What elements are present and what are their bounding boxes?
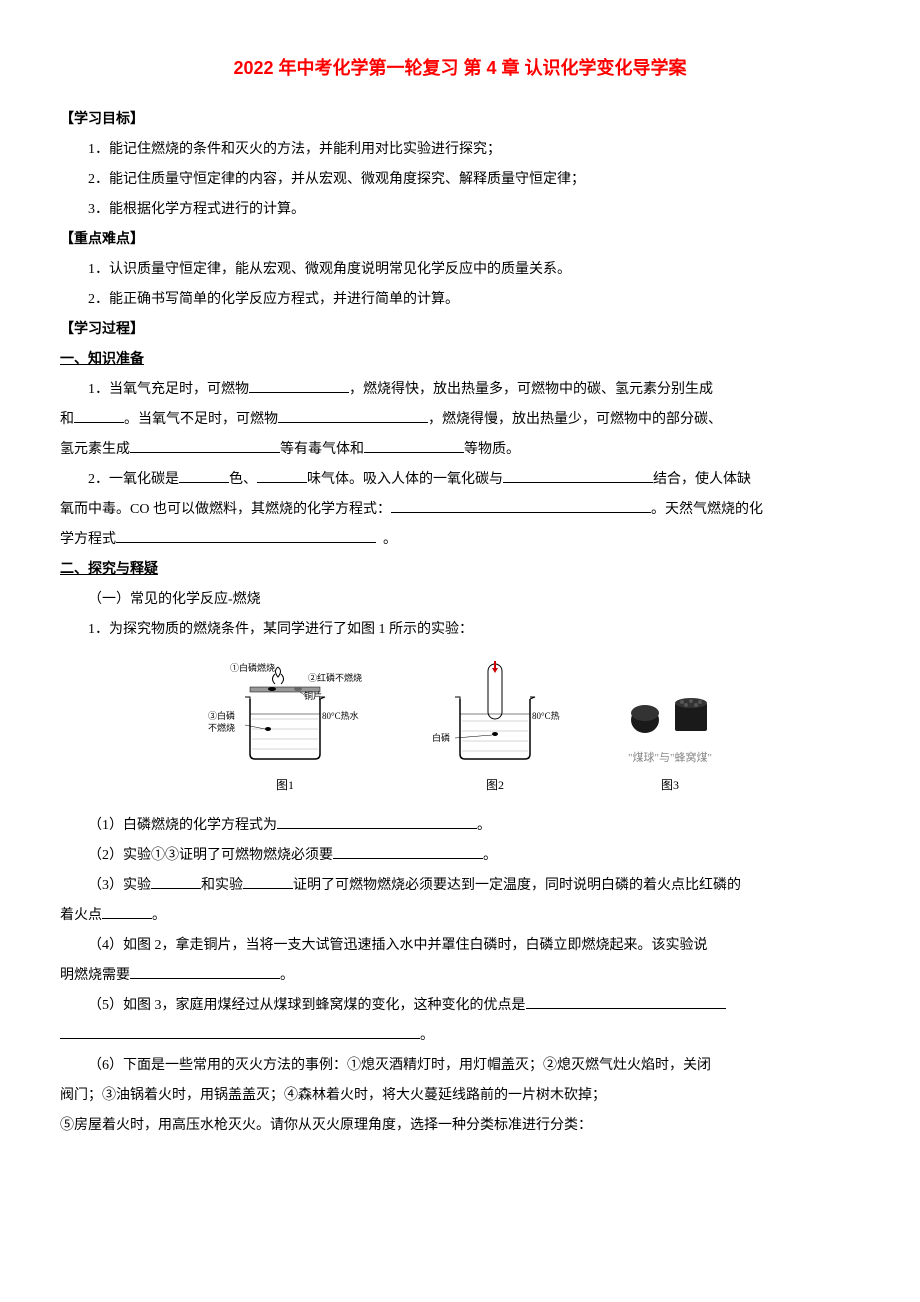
fig1-label1: ①白磷燃烧 — [230, 662, 275, 673]
q1-4-line2: 明燃烧需要 。 — [60, 962, 860, 990]
blank — [526, 992, 726, 1009]
q1-4b: 明燃烧需要 — [60, 968, 130, 983]
figure-1: ①白磷燃烧 ②红磷不燃烧 ③白磷 不燃烧 铜片 80°C热水 图1 — [200, 659, 370, 797]
blank — [116, 526, 376, 543]
blank — [503, 466, 653, 483]
blank — [102, 902, 152, 919]
q1-2a: （2）实验①③证明了可燃物燃烧必须要 — [88, 848, 333, 863]
q1-5b: 。 — [420, 1028, 434, 1043]
q1-5: （5）如图 3，家庭用煤经过从煤球到蜂窝煤的变化，这种变化的优点是 — [60, 992, 860, 1020]
q1-5a: （5）如图 3，家庭用煤经过从煤球到蜂窝煤的变化，这种变化的优点是 — [88, 998, 526, 1013]
q1-6c: ⑤房屋着火时，用高压水枪灭火。请你从灭火原理角度，选择一种分类标准进行分类： — [60, 1118, 592, 1133]
q1-6: （6）下面是一些常用的灭火方法的事例：①熄灭酒精灯时，用灯帽盖灭；②熄灭燃气灶火… — [60, 1052, 860, 1080]
prep-item-1-line2: 和 。当氧气不足时，可燃物 ，燃烧得慢，放出热量少，可燃物中的部分碳、 — [60, 406, 860, 434]
q1-6-line2: 阀门；③油锅着火时，用锅盖盖灭；④森林着火时，将大火蔓延线路前的一片树木砍掉； — [60, 1082, 860, 1110]
q1-3c: 证明了可燃物燃烧必须要达到一定温度，同时说明白磷的着火点比红磷的 — [293, 878, 741, 893]
q1-6b: 阀门；③油锅着火时，用锅盖盖灭；④森林着火时，将大火蔓延线路前的一片树木砍掉； — [60, 1088, 606, 1103]
learning-process-header: 【学习过程】 — [60, 316, 860, 344]
prep-1h: 等物质。 — [464, 442, 520, 457]
fig1-label3a: ③白磷 — [208, 710, 235, 721]
prep-item-1: 1．当氧气充足时，可燃物 ，燃烧得快，放出热量多，可燃物中的碳、氢元素分别生成 — [60, 376, 860, 404]
page-title: 2022 年中考化学第一轮复习 第 4 章 认识化学变化导学案 — [60, 50, 860, 86]
fig3-caption: 图3 — [661, 773, 679, 797]
prep-2f: 。天然气燃烧的化 — [651, 502, 763, 517]
prep-header: 一、知识准备 — [60, 346, 860, 374]
blank — [278, 406, 428, 423]
learning-goal-header: 【学习目标】 — [60, 106, 860, 134]
fig2-caption: 图2 — [486, 773, 504, 797]
learning-goal-1: 1．能记住燃烧的条件和灭火的方法，并能利用对比实验进行探究； — [60, 136, 860, 164]
figure-3-svg — [620, 665, 720, 745]
q1-3b: 和实验 — [201, 878, 243, 893]
prep-2b: 色、 — [229, 472, 257, 487]
blank — [333, 842, 483, 859]
q1-2b: 。 — [483, 848, 497, 863]
q1-6-line3: ⑤房屋着火时，用高压水枪灭火。请你从灭火原理角度，选择一种分类标准进行分类： — [60, 1112, 860, 1140]
prep-2g: 学方程式 — [60, 532, 116, 547]
prep-item-2-line3: 学方程式 。 — [60, 526, 860, 554]
blank — [74, 406, 124, 423]
figure-1-svg: ①白磷燃烧 ②红磷不燃烧 ③白磷 不燃烧 铜片 80°C热水 — [200, 659, 370, 769]
learning-goal-3: 3．能根据化学方程式进行的计算。 — [60, 196, 860, 224]
prep-item-2: 2．一氧化碳是 色、 味气体。吸入人体的一氧化碳与 结合，使人体缺 — [60, 466, 860, 494]
fig1-water: 80°C热水 — [322, 710, 359, 721]
fig3-caption2: "煤球"与"蜂窝煤" — [628, 747, 712, 769]
prep-2h: 。 — [383, 532, 397, 547]
blank — [130, 962, 280, 979]
blank — [243, 872, 293, 889]
figure-2: 白磷 80°C热水 图2 — [430, 659, 560, 797]
q1-3e: 。 — [152, 908, 166, 923]
figure-3: "煤球"与"蜂窝煤" 图3 — [620, 665, 720, 797]
learning-goal-2: 2．能记住质量守恒定律的内容，并从宏观、微观角度探究、解释质量守恒定律； — [60, 166, 860, 194]
prep-1c: 和 — [60, 412, 74, 427]
fig2-water: 80°C热水 — [532, 710, 560, 721]
q1-3: （3）实验 和实验 证明了可燃物燃烧必须要达到一定温度，同时说明白磷的着火点比红磷的 — [60, 872, 860, 900]
blank — [130, 436, 280, 453]
prep-1f: 氢元素生成 — [60, 442, 130, 457]
blank — [249, 376, 349, 393]
q1-4a: （4）如图 2，拿走铜片，当将一支大试管迅速插入水中并罩住白磷时，白磷立即燃烧起… — [88, 938, 708, 953]
figure-2-svg: 白磷 80°C热水 — [430, 659, 560, 769]
figures-row: ①白磷燃烧 ②红磷不燃烧 ③白磷 不燃烧 铜片 80°C热水 图1 — [60, 659, 860, 797]
blank — [60, 1022, 420, 1039]
fig2-whitep: 白磷 — [432, 732, 450, 743]
key-points-header: 【重点难点】 — [60, 226, 860, 254]
key-point-1: 1．认识质量守恒定律，能从宏观、微观角度说明常见化学反应中的质量关系。 — [60, 256, 860, 284]
q1-3-line2: 着火点 。 — [60, 902, 860, 930]
q1-5-line2: 。 — [60, 1022, 860, 1050]
q1-3a: （3）实验 — [88, 878, 151, 893]
blank — [257, 466, 307, 483]
q1-1: （1）白磷燃烧的化学方程式为 。 — [60, 812, 860, 840]
fig1-caption: 图1 — [276, 773, 294, 797]
q1-1b: 。 — [477, 818, 491, 833]
prep-item-1-line3: 氢元素生成 等有毒气体和 等物质。 — [60, 436, 860, 464]
q1-1a: （1）白磷燃烧的化学方程式为 — [88, 818, 277, 833]
inquiry-header: 二、探究与释疑 — [60, 556, 860, 584]
prep-2d: 结合，使人体缺 — [653, 472, 751, 487]
q1-4: （4）如图 2，拿走铜片，当将一支大试管迅速插入水中并罩住白磷时，白磷立即燃烧起… — [60, 932, 860, 960]
q1-3d: 着火点 — [60, 908, 102, 923]
blank — [364, 436, 464, 453]
prep-1e: ，燃烧得慢，放出热量少，可燃物中的部分碳、 — [428, 412, 722, 427]
prep-1a: 1．当氧气充足时，可燃物 — [88, 382, 249, 397]
blank — [391, 496, 651, 513]
q1-intro: 1．为探究物质的燃烧条件，某同学进行了如图 1 所示的实验： — [60, 616, 860, 644]
prep-2a: 2．一氧化碳是 — [88, 472, 179, 487]
fig1-label3b: 不燃烧 — [208, 722, 235, 733]
inquiry-sub1: （一）常见的化学反应-燃烧 — [60, 586, 860, 614]
prep-1b: ，燃烧得快，放出热量多，可燃物中的碳、氢元素分别生成 — [349, 382, 713, 397]
prep-item-2-line2: 氧而中毒。CO 也可以做燃料，其燃烧的化学方程式： 。天然气燃烧的化 — [60, 496, 860, 524]
blank — [179, 466, 229, 483]
q1-4c: 。 — [280, 968, 294, 983]
blank — [277, 812, 477, 829]
q1-2: （2）实验①③证明了可燃物燃烧必须要 。 — [60, 842, 860, 870]
prep-1d: 。当氧气不足时，可燃物 — [124, 412, 278, 427]
q1-6a: （6）下面是一些常用的灭火方法的事例：①熄灭酒精灯时，用灯帽盖灭；②熄灭燃气灶火… — [88, 1058, 711, 1073]
fig1-label2: ②红磷不燃烧 — [308, 672, 362, 683]
blank — [151, 872, 201, 889]
prep-1g: 等有毒气体和 — [280, 442, 364, 457]
prep-2e: 氧而中毒。CO 也可以做燃料，其燃烧的化学方程式： — [60, 502, 391, 517]
prep-2c: 味气体。吸入人体的一氧化碳与 — [307, 472, 503, 487]
key-point-2: 2．能正确书写简单的化学反应方程式，并进行简单的计算。 — [60, 286, 860, 314]
